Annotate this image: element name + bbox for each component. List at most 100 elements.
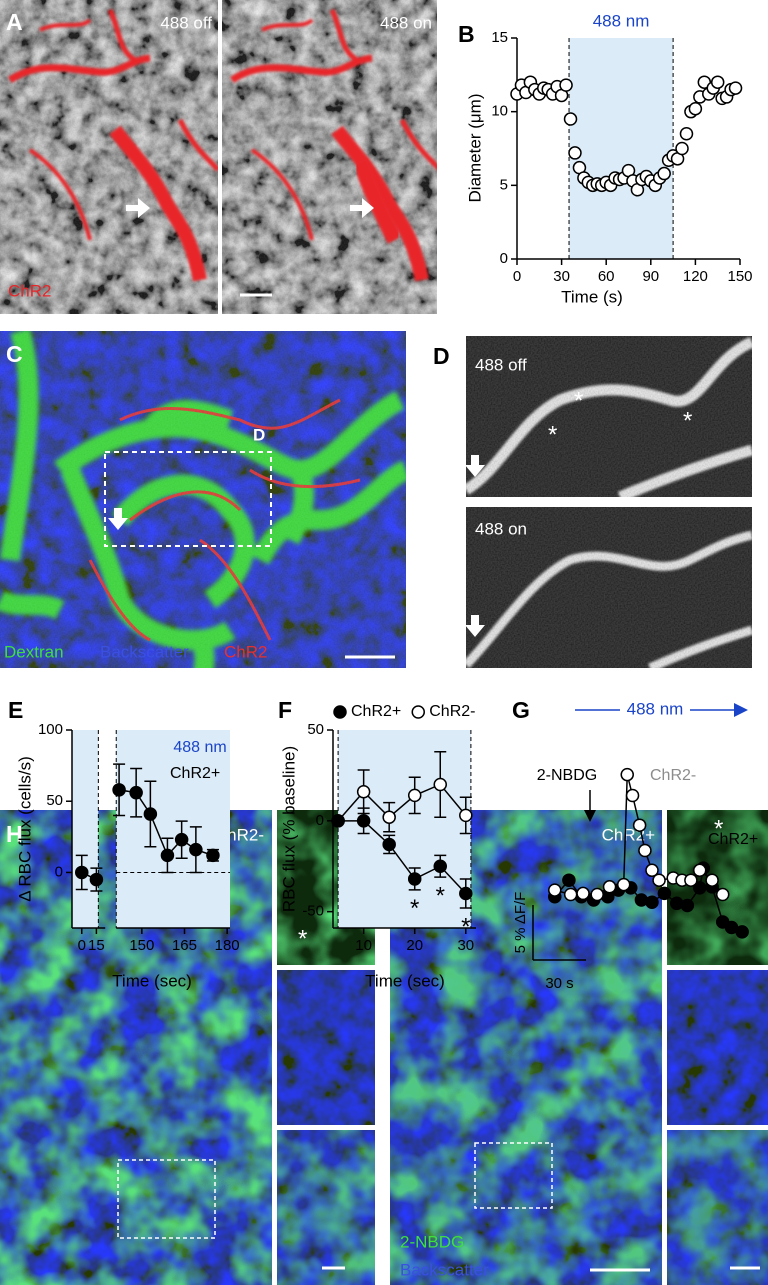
asterisk: * [574, 387, 583, 414]
event-label: 2-NBDG [537, 767, 597, 784]
x-tick-label: 15 [88, 937, 105, 954]
arrow [466, 615, 485, 637]
panel-letter: G [512, 697, 530, 723]
point [559, 78, 573, 92]
point [675, 141, 689, 156]
point [382, 810, 396, 824]
y-tick-label: 10 [491, 103, 508, 120]
y-tick-label: 15 [491, 29, 508, 46]
series-label: ChR2+ [170, 765, 220, 782]
grain [466, 507, 752, 668]
y-axis-label: RBC flux (% baseline) [279, 746, 298, 912]
point [735, 925, 749, 939]
inset-merge-green [277, 1130, 375, 1285]
asterisk: * [548, 421, 557, 448]
inset-blue [667, 970, 768, 1125]
panel-a: A 488 off 488 on ChR2 [0, 0, 437, 314]
point [356, 785, 371, 799]
point [568, 146, 582, 160]
point [692, 863, 707, 878]
point [576, 886, 590, 901]
x-tick-label: 10 [355, 937, 372, 954]
point [331, 814, 345, 828]
condition-label: 488 off [475, 355, 527, 374]
point [174, 832, 189, 847]
chart: -50 0 50 10 20 30 Time (sec) RBC flux (% baseli… [278, 697, 476, 990]
asterisk: * [298, 925, 307, 952]
inset-blue [277, 970, 375, 1125]
annotation: 488 nm [627, 699, 684, 718]
point [548, 883, 562, 897]
point [407, 788, 422, 803]
legend-label: ChR2+ [351, 703, 401, 720]
panel-c: C D Dextran Backscatter ChR2 [0, 331, 406, 668]
annotation: 488 nm [173, 739, 226, 756]
image-composite [0, 331, 406, 668]
point [657, 166, 671, 181]
point [680, 898, 695, 913]
y-tick-label: 0 [55, 863, 63, 880]
x-tick-label: 30 [553, 268, 570, 285]
arrowhead [584, 810, 596, 822]
x-tick-label: 0 [78, 937, 86, 954]
legend-marker [333, 705, 347, 719]
grain [0, 331, 406, 668]
y-tick-label: 0 [316, 812, 324, 829]
x-tick-label: 0 [513, 268, 521, 285]
point [728, 81, 743, 95]
point [160, 848, 175, 863]
point [459, 808, 473, 823]
point [657, 886, 672, 901]
inset-box [104, 451, 272, 547]
stimulus-shade [116, 730, 230, 928]
legend-marker [411, 705, 425, 719]
image-488-off [466, 336, 752, 497]
point [705, 873, 719, 887]
point [112, 783, 126, 797]
arrow [108, 508, 128, 530]
chart: G 488 nm 2-NBDG 5 % ΔF/F 30 s ChR2- ChR2+ [512, 697, 758, 992]
x-tick-label: 150 [129, 937, 154, 954]
series-label: ChR2+ [708, 831, 758, 848]
image-488-on [466, 507, 752, 668]
point [382, 837, 396, 852]
point [433, 859, 447, 873]
x-tick-label: 30 [457, 937, 474, 954]
panel-d: D 488 off 488 on * * * [433, 336, 752, 668]
legend-label: ChR2- [429, 703, 475, 720]
asterisk: * [683, 407, 692, 434]
significance-mark: * [436, 882, 445, 909]
panel-letter: B [458, 21, 475, 47]
image-488-off [0, 0, 218, 314]
stimulus-shade [338, 730, 471, 928]
condition-label: 488 off [160, 13, 212, 32]
point [710, 75, 725, 89]
point [616, 877, 631, 892]
point [645, 895, 659, 909]
point [189, 842, 203, 857]
y-tick-label: 0 [500, 250, 508, 267]
y-axis-label: Δ RBC flux (cells/s) [15, 756, 34, 902]
grain [466, 336, 752, 497]
grain [0, 0, 218, 314]
x-tick-label: 60 [598, 268, 615, 285]
point [459, 886, 473, 901]
point [638, 843, 652, 858]
series-label: ChR2- [650, 767, 696, 784]
chr2-signal [352, 157, 403, 244]
box-label: D [253, 425, 265, 444]
x-tick-label: 150 [727, 268, 752, 285]
panel-letter: E [8, 697, 23, 723]
significance-mark: * [410, 895, 419, 922]
point [645, 863, 659, 878]
arrow [466, 455, 485, 477]
group-label: ChR2+ [602, 825, 655, 844]
asterisk: * [714, 815, 723, 842]
point [688, 101, 703, 116]
significance-mark: * [461, 913, 470, 940]
point [715, 887, 730, 902]
